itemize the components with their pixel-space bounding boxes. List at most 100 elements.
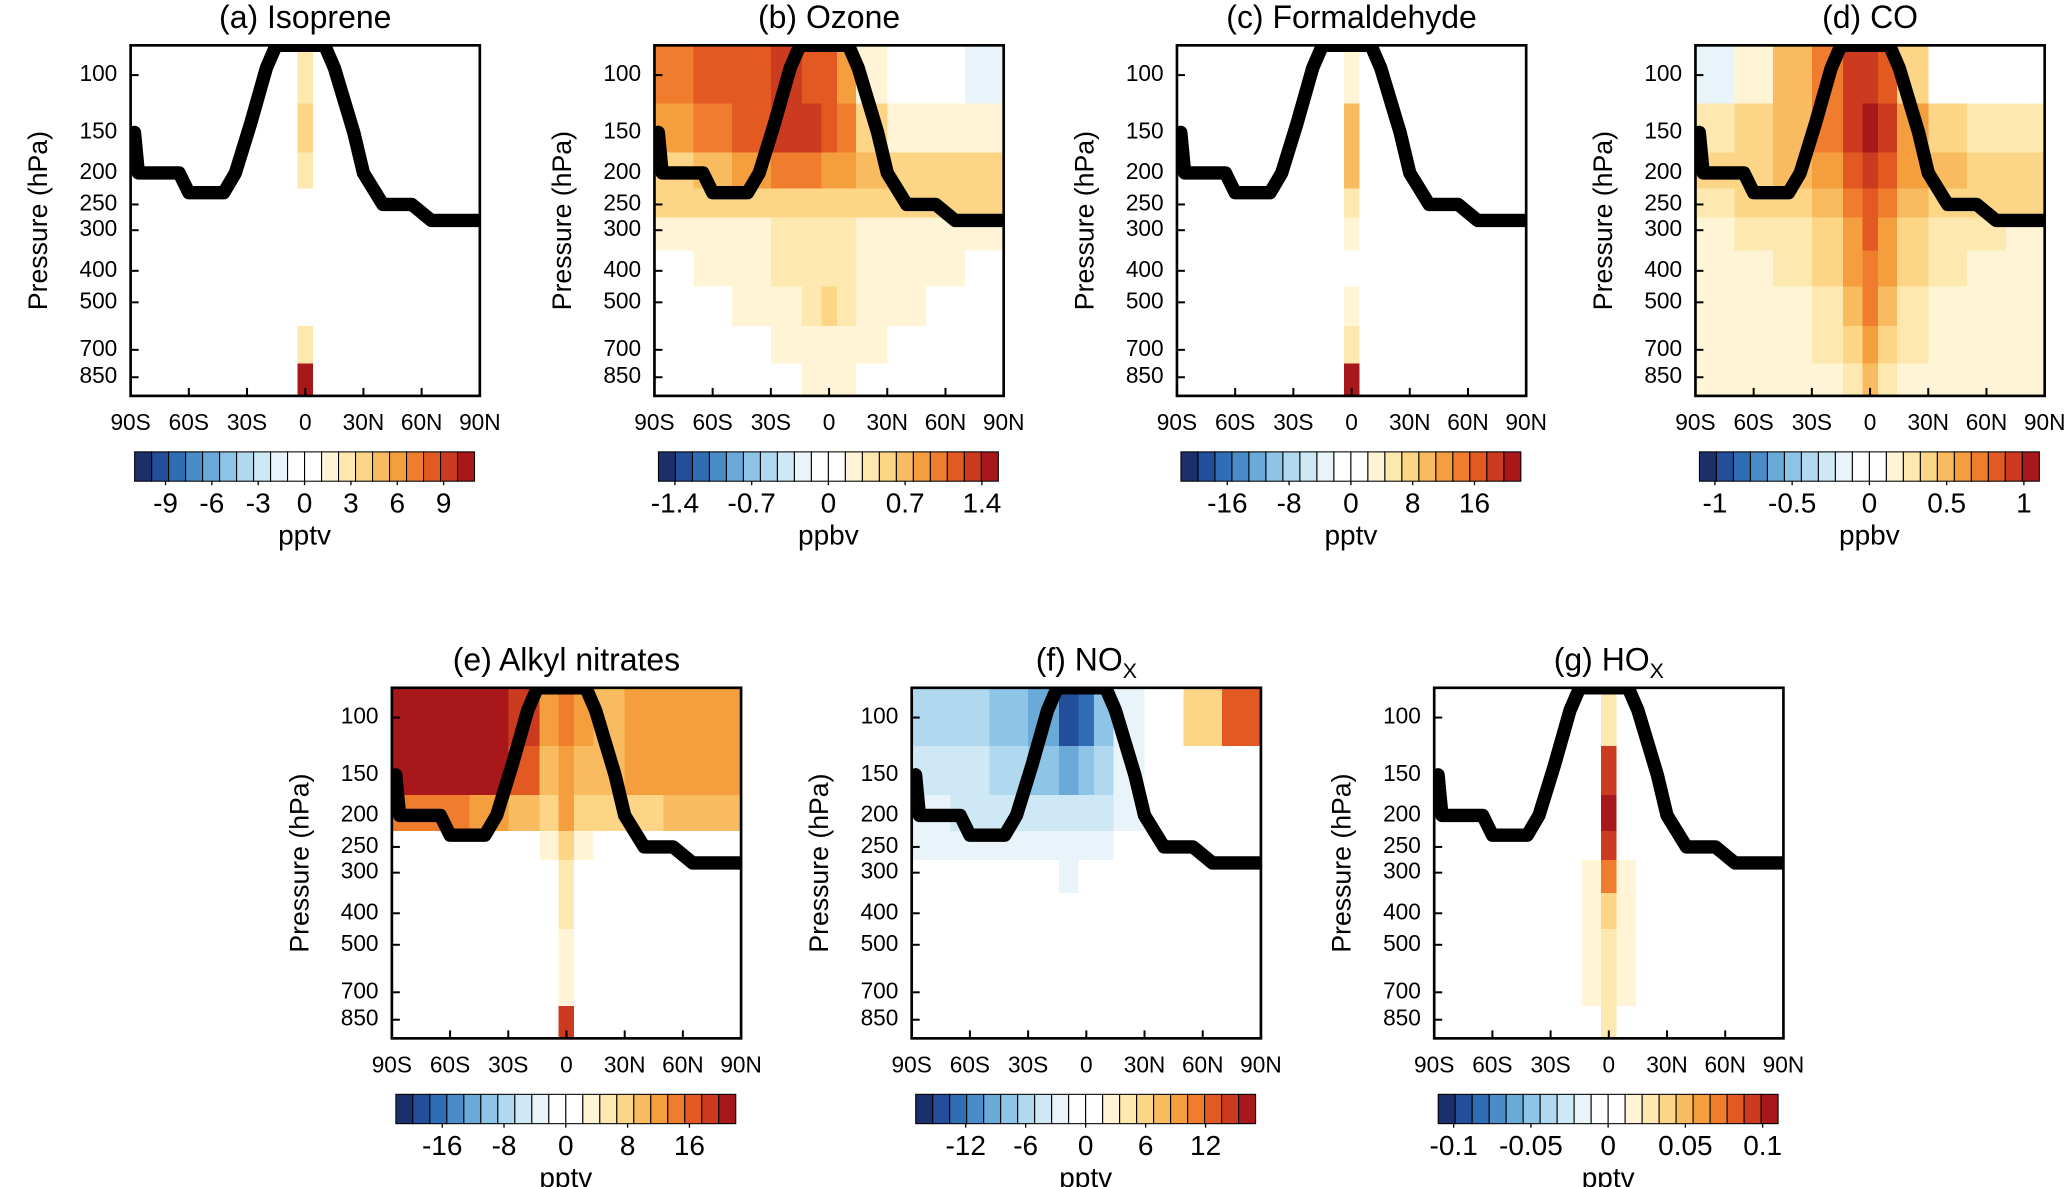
y-tick-label: 100: [603, 60, 641, 86]
heat-cell: [1928, 326, 1968, 365]
heat-cell: [332, 363, 365, 396]
heat-cell: [1581, 929, 1602, 970]
heat-cell: [1744, 1006, 1784, 1039]
y-tick-label: 400: [80, 256, 118, 282]
heat-cell: [278, 250, 299, 288]
y-tick-label: 200: [861, 800, 899, 826]
heat-cell: [1862, 45, 1879, 105]
colorbar-box: [480, 1093, 499, 1125]
heat-cell: [1343, 217, 1360, 252]
y-tick-label: 250: [341, 832, 379, 858]
heat-cell: [1448, 286, 1489, 327]
x-tick-label: 90S: [892, 1051, 932, 1077]
y-tick-label: 150: [861, 760, 899, 786]
colorbar-box: [219, 451, 238, 482]
colorbar-box: [932, 1093, 951, 1125]
x-tick-label: 30S: [227, 409, 267, 435]
x-tick-label: 60S: [693, 409, 733, 435]
heat-cell: [430, 892, 471, 930]
heat-cell: [1734, 250, 1774, 288]
colorbar-box: [1743, 1093, 1762, 1125]
heat-cell: [1378, 326, 1411, 365]
heat-cell: [1601, 746, 1618, 796]
heat-cell: [989, 892, 1029, 930]
heat-cell: [1511, 929, 1552, 970]
heat-cell: [1324, 363, 1345, 396]
x-tick-label: 30S: [1530, 1051, 1570, 1077]
heat-cell: [441, 286, 480, 327]
heat-cell: [770, 250, 803, 288]
heat-cell: [1581, 687, 1602, 747]
y-axis-label: Pressure (hPa): [1588, 131, 1618, 310]
y-tick-label: 300: [1644, 215, 1682, 241]
heat-cell: [1473, 968, 1513, 1007]
heat-cell: [989, 929, 1029, 970]
heat-cell: [1897, 188, 1929, 219]
panel: (b) Ozone 90S 60S 30S 0 30N 60N 90N 100 150 200 250…: [547, 0, 1025, 551]
tropopause-line: [1176, 45, 1527, 228]
colorbar-box: [684, 1093, 703, 1125]
heat-cell: [836, 188, 857, 219]
heat-cell: [247, 217, 279, 252]
y-tick-label: 200: [341, 800, 379, 826]
heat-cell: [402, 250, 442, 288]
y-tick-label: 200: [1383, 800, 1421, 826]
panel-title: (a) Isoprene: [219, 0, 391, 35]
heat-cell: [1094, 968, 1115, 1007]
heat-cell: [574, 831, 595, 861]
y-tick-label: 250: [1383, 832, 1421, 858]
x-tick-label: 30S: [751, 409, 791, 435]
heat-cell: [441, 152, 480, 190]
colorbar-box: [531, 1093, 550, 1125]
colorbar-box: [1384, 451, 1403, 482]
heat-cell: [1811, 363, 1844, 396]
colorbar-box: [1607, 1093, 1626, 1125]
heat-cell: [1144, 929, 1184, 970]
colorbar-box: [412, 1093, 431, 1125]
heat-cell: [1176, 250, 1217, 288]
heat-cell: [2005, 286, 2045, 327]
heat-cell: [732, 250, 772, 288]
colorbar-tick-label: -8: [492, 1130, 517, 1161]
heat-cell: [856, 188, 888, 219]
heat-cell: [441, 45, 480, 105]
x-tick-label: 30S: [1273, 409, 1313, 435]
heat-cell: [1473, 687, 1513, 747]
y-tick-label: 850: [341, 1005, 379, 1031]
title-text: (f) NO: [1036, 642, 1123, 678]
heat-cell: [297, 363, 314, 396]
heat-cell: [1293, 217, 1326, 252]
heat-cell: [1094, 831, 1115, 861]
heat-cell: [1581, 746, 1602, 796]
x-tick-label: 90S: [1157, 409, 1197, 435]
heat-cell: [1842, 103, 1863, 154]
heat-cell: [1176, 286, 1217, 327]
heat-cell: [1434, 1006, 1474, 1039]
y-tick-label: 700: [80, 335, 118, 361]
heat-cell: [1842, 152, 1863, 190]
heat-cell: [1028, 892, 1060, 930]
heat-cell: [1601, 892, 1618, 930]
y-tick-label: 500: [1126, 287, 1164, 313]
y-tick-label: 500: [341, 930, 379, 956]
heat-cell: [2005, 152, 2045, 190]
heat-cell: [702, 795, 742, 832]
colorbar-box: [1170, 1093, 1189, 1125]
heat-cell: [1028, 795, 1060, 832]
heat-cell: [801, 326, 822, 365]
heat-cell: [663, 892, 703, 930]
heat-cell: [1359, 217, 1380, 252]
colorbar-tick-label: 1.4: [962, 488, 1001, 519]
heat-cell: [887, 103, 927, 154]
colorbar-box: [1732, 451, 1751, 482]
panel: (a) Isoprene 90S 60S 30S 0 30N 60N 90N 100 150 200…: [23, 0, 501, 551]
heat-cell: [989, 687, 1029, 747]
heat-cell: [1113, 831, 1146, 861]
heat-cell: [836, 363, 857, 396]
colorbar: -1 -0.5 0 0.5 1 ppbv: [1698, 451, 2040, 551]
heat-cell: [539, 929, 560, 970]
heat-cell: [1448, 152, 1489, 190]
heat-cell: [836, 326, 857, 365]
y-tick-label: 850: [861, 1005, 899, 1031]
colorbar-tick-label: -16: [1207, 488, 1247, 519]
